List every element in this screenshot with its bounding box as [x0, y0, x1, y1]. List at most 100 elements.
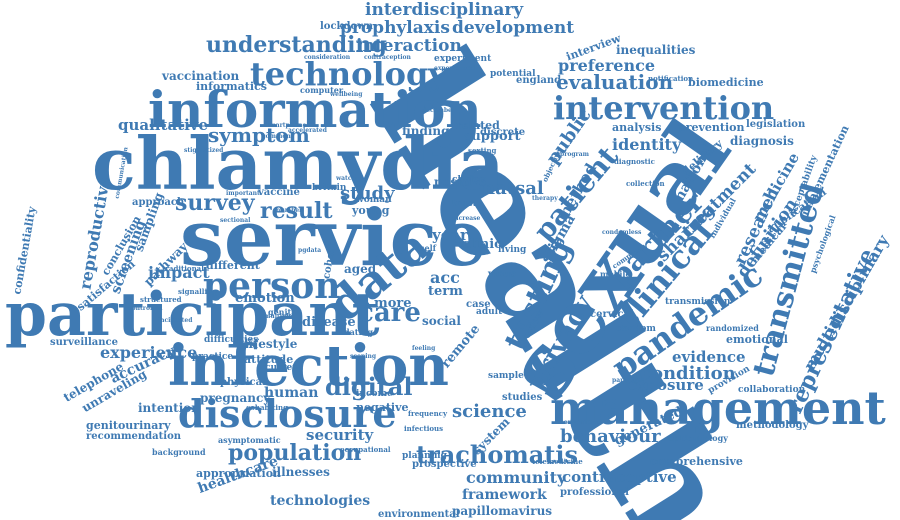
cloud-word: experiment — [434, 54, 492, 64]
cloud-word: exposure — [628, 376, 704, 394]
cloud-word: number — [276, 207, 303, 214]
cloud-word: chlamydia — [92, 121, 505, 206]
cloud-word: physical — [220, 377, 266, 388]
cloud-word: appropriation — [196, 467, 282, 480]
cloud-word: comprehensive — [650, 455, 743, 468]
cloud-word: condomless — [602, 229, 642, 236]
cloud-word: stigmatized — [184, 147, 224, 154]
cloud-word: potential — [490, 69, 536, 79]
cloud-word: living — [498, 245, 527, 255]
cloud-word: sample — [488, 371, 524, 381]
cloud-word: prophylaxis — [340, 18, 450, 38]
cloud-word: environmental — [378, 509, 460, 520]
cloud-word: cervical — [590, 309, 634, 320]
cloud-word: science — [452, 401, 527, 422]
cloud-word: inequalities — [616, 43, 696, 57]
cloud-word: condition — [640, 363, 736, 384]
cloud-word: december — [422, 107, 456, 114]
cloud-word: legislation — [746, 119, 806, 130]
cloud-word: symptom — [208, 123, 310, 147]
cloud-word: planning — [402, 451, 447, 461]
cloud-word: structured — [140, 295, 182, 304]
cloud-word: surveillance — [50, 337, 118, 348]
cloud-word: smartphone — [266, 122, 307, 129]
cloud-word: participant — [5, 280, 380, 350]
cloud-word: sectional — [220, 217, 251, 224]
cloud-word: prospective — [412, 459, 477, 470]
cloud-word: interdisciplinary — [365, 0, 524, 20]
cloud-word: consideration — [304, 54, 351, 61]
cloud-word: young — [352, 204, 390, 217]
cloud-word: population — [228, 440, 362, 466]
cloud-word: trachomatis — [416, 440, 579, 469]
cloud-word: behaviour — [560, 426, 661, 447]
cloud-word: controlled — [128, 305, 163, 312]
cloud-word: care — [358, 298, 421, 328]
cloud-word: infectious — [404, 424, 444, 433]
cloud-word: self — [420, 243, 437, 253]
cloud-word: background — [152, 447, 206, 457]
cloud-word: identity — [612, 135, 682, 154]
cloud-word: cohabiting — [246, 403, 288, 412]
cloud-word: current — [265, 363, 303, 373]
cloud-word: contraceptive — [562, 468, 677, 486]
cloud-word: infection — [168, 333, 450, 399]
cloud-word: trust — [452, 199, 477, 209]
cloud-word: wellbeing — [330, 91, 363, 98]
cloud-word: frequency — [408, 409, 448, 418]
cloud-word: experienced — [434, 65, 475, 72]
cloud-word: digital — [325, 372, 413, 401]
cloud-word: attitude — [244, 353, 294, 366]
cloud-word: scoping — [350, 353, 377, 360]
cloud-word: interaction — [356, 36, 462, 56]
cloud-word: security — [306, 426, 374, 444]
cloud-word: disease — [302, 315, 356, 330]
cloud-word: year — [432, 226, 468, 244]
cloud-word: genital — [268, 307, 300, 317]
cloud-word: england — [516, 75, 562, 86]
cloud-word: condom — [616, 324, 656, 334]
cloud-word: result — [260, 198, 333, 224]
cloud-word: increase — [452, 215, 481, 222]
cloud-word: epidemiology — [668, 433, 728, 443]
cloud-word: britain — [312, 183, 347, 193]
cloud-word: virus — [488, 269, 516, 280]
cloud-word: emotional — [726, 333, 788, 346]
cloud-word: intention — [138, 401, 201, 415]
cloud-word: watch — [336, 175, 356, 182]
cloud-word: technologies — [270, 493, 371, 509]
cloud-word: service — [180, 193, 487, 284]
cloud-word: papillomavirus — [452, 504, 553, 518]
cloud-word: practice — [192, 352, 234, 362]
cloud-word: randomized — [706, 323, 759, 333]
cloud-word: vaccination — [162, 69, 240, 83]
cloud-word: discrete — [480, 127, 526, 138]
cloud-word: acc — [430, 268, 460, 287]
cloud-word: illnesses — [272, 465, 330, 479]
cloud-word: program — [560, 151, 589, 158]
cloud-word: emotion — [235, 291, 295, 306]
cloud-word: therapy — [532, 195, 558, 202]
cloud-word: development — [452, 18, 575, 38]
cloud-word: evidence — [672, 348, 746, 366]
cloud-word: paradigm — [612, 377, 645, 384]
cloud-word: evaluation — [556, 70, 674, 94]
cloud-word: analysis — [612, 121, 662, 134]
cloud-word: aged — [344, 262, 377, 276]
cloud-word: asymptomatic — [218, 435, 281, 445]
cloud-word: collection — [626, 179, 665, 188]
cloud-word: pgdata — [298, 247, 322, 254]
cloud-word: biomedicine — [688, 76, 764, 89]
cloud-word: convenience — [560, 419, 602, 426]
cloud-word: common — [262, 133, 291, 140]
cloud-word: methodology — [736, 420, 809, 431]
cloud-word: human — [264, 385, 319, 401]
cloud-word: telemedicine — [532, 457, 583, 466]
cloud-word: survey — [175, 190, 255, 216]
cloud-word: adult — [476, 307, 503, 317]
cloud-word: framework — [462, 487, 547, 503]
cloud-word: studies — [502, 392, 543, 403]
cloud-word: intervention — [553, 89, 775, 127]
cloud-word: occupational — [340, 445, 391, 454]
cloud-word: signalling — [178, 287, 218, 296]
